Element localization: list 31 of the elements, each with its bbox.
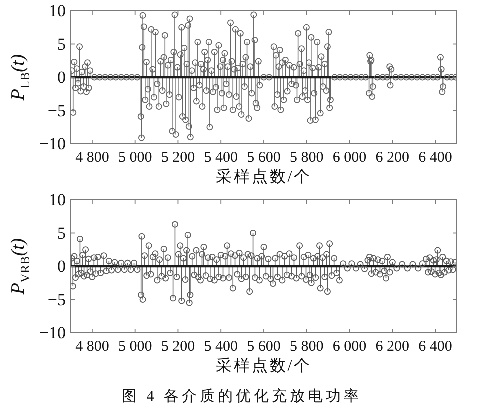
y-tick-label: −5 bbox=[48, 290, 66, 310]
x-tick-label: 6 000 bbox=[332, 339, 367, 355]
x-tick-label: 5 200 bbox=[161, 339, 196, 355]
y-tick-label: 0 bbox=[58, 68, 66, 87]
y-tick-label: 5 bbox=[58, 224, 66, 243]
y-tick-label: −10 bbox=[39, 324, 66, 342]
x-tick-label: 4 800 bbox=[76, 339, 110, 355]
x-tick-label: 5 400 bbox=[204, 339, 238, 355]
y-tick-label: 5 bbox=[58, 34, 66, 54]
x-tick-label: 6 200 bbox=[376, 150, 410, 166]
x-tick-label: 5 200 bbox=[161, 150, 196, 166]
x-tick-label: 4 800 bbox=[76, 150, 110, 166]
x-tick-label: 5 600 bbox=[247, 150, 281, 166]
y-tick-label: 0 bbox=[58, 257, 66, 276]
x-tick-label: 5 600 bbox=[247, 339, 281, 355]
y-tick-label: 10 bbox=[49, 2, 66, 20]
x-tick-label: 5 800 bbox=[290, 150, 324, 166]
y-tick-label: −5 bbox=[48, 101, 66, 120]
x-tick-label: 6 400 bbox=[418, 339, 452, 355]
y-tick-label: −10 bbox=[39, 134, 66, 154]
y-tick-label: 10 bbox=[49, 190, 66, 210]
x-tick-label: 5 000 bbox=[118, 339, 152, 355]
x-tick-label: 5 800 bbox=[290, 339, 324, 355]
x-tick-label: 6 200 bbox=[376, 339, 410, 355]
caption: 图 4 各介质的优化充放电功率 bbox=[122, 388, 362, 405]
x-tick-label: 6 400 bbox=[418, 150, 452, 166]
x-tick-label: 6 000 bbox=[332, 150, 367, 166]
x-tick-label: 5 000 bbox=[118, 150, 152, 166]
x-tick-label: 5 400 bbox=[204, 150, 238, 166]
x-axis-title: 采样点数/个 bbox=[216, 168, 312, 186]
x-axis-title: 采样点数/个 bbox=[216, 357, 312, 375]
